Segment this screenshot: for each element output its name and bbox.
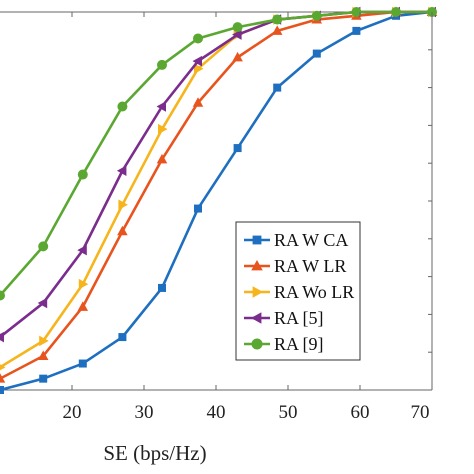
data-point [193, 33, 203, 44]
x-tick-label: 70 [411, 402, 430, 423]
legend-marker [250, 312, 262, 324]
data-point [37, 350, 49, 360]
x-tick-label: 50 [279, 402, 298, 423]
legend-marker [252, 286, 264, 298]
x-axis-title: SE (bps/Hz) [103, 441, 206, 465]
data-point [77, 301, 89, 311]
data-point [194, 63, 204, 74]
data-point [39, 374, 48, 383]
legend-marker [251, 259, 263, 271]
data-point [0, 331, 4, 343]
legend-item: RA [5] [244, 308, 324, 328]
legend-marker [251, 338, 263, 350]
legend-label: RA W LR [274, 256, 346, 276]
legend-item: RA W CA [244, 230, 348, 250]
data-point [156, 101, 166, 112]
data-point [351, 7, 362, 17]
series-line [0, 10, 432, 369]
data-point [37, 297, 48, 309]
x-tick-label: 20 [63, 402, 82, 423]
series-line [0, 10, 433, 392]
legend-item: RA Wo LR [244, 282, 354, 302]
data-point [158, 283, 166, 292]
plot-frame [0, 11, 433, 391]
series-line [0, 10, 432, 339]
data-point [0, 373, 6, 383]
data-point [192, 55, 202, 67]
data-point [0, 386, 4, 394]
series-1 [0, 6, 438, 383]
data-point [117, 101, 128, 112]
data-point [233, 144, 242, 153]
legend-label: RA W CA [274, 230, 348, 250]
legend-label: RA [9] [274, 334, 324, 354]
data-point [272, 14, 283, 25]
series-line [0, 10, 432, 380]
series-2 [0, 6, 438, 371]
legend: RA W CA RA W LR RA Wo LR RA [5] RA [9] [235, 221, 361, 361]
series-layer [0, 6, 438, 394]
x-axis: 20 30 40 50 60 70 [63, 12, 433, 423]
legend-label: RA Wo LR [274, 282, 354, 302]
x-tick-label: 30 [135, 402, 154, 423]
data-point [78, 278, 89, 290]
data-point [0, 364, 6, 371]
series-3 [0, 6, 436, 343]
data-point [117, 225, 128, 236]
legend-item: RA W LR [244, 256, 346, 276]
data-point [38, 241, 49, 252]
legend-label: RA [5] [274, 308, 324, 328]
data-point [0, 290, 5, 301]
x-tick-label: 40 [207, 402, 226, 423]
data-point [194, 204, 202, 213]
data-point [118, 333, 127, 342]
data-point [118, 199, 128, 211]
legend-box [235, 221, 361, 361]
series-0 [0, 8, 436, 394]
data-point [311, 10, 322, 21]
data-point [78, 359, 87, 368]
data-point [352, 26, 361, 35]
data-point [192, 97, 204, 107]
data-point [156, 153, 168, 164]
data-point [157, 59, 167, 70]
data-point [232, 51, 243, 62]
data-point [77, 244, 87, 256]
data-point [232, 29, 242, 40]
data-point [232, 22, 243, 33]
x-tick-label: 60 [351, 402, 370, 423]
data-point [312, 49, 321, 58]
data-point [158, 123, 168, 135]
data-point [77, 169, 88, 180]
data-point [116, 165, 127, 177]
legend-items: RA W CA RA W LR RA Wo LR RA [5] RA [9] [244, 230, 354, 354]
series-line [0, 10, 432, 297]
series-4 [0, 7, 437, 301]
data-point [273, 83, 282, 92]
data-point [271, 25, 283, 35]
data-point [391, 7, 401, 17]
legend-item: RA [9] [244, 334, 324, 354]
legend-marker [252, 235, 262, 245]
data-point [39, 335, 49, 347]
